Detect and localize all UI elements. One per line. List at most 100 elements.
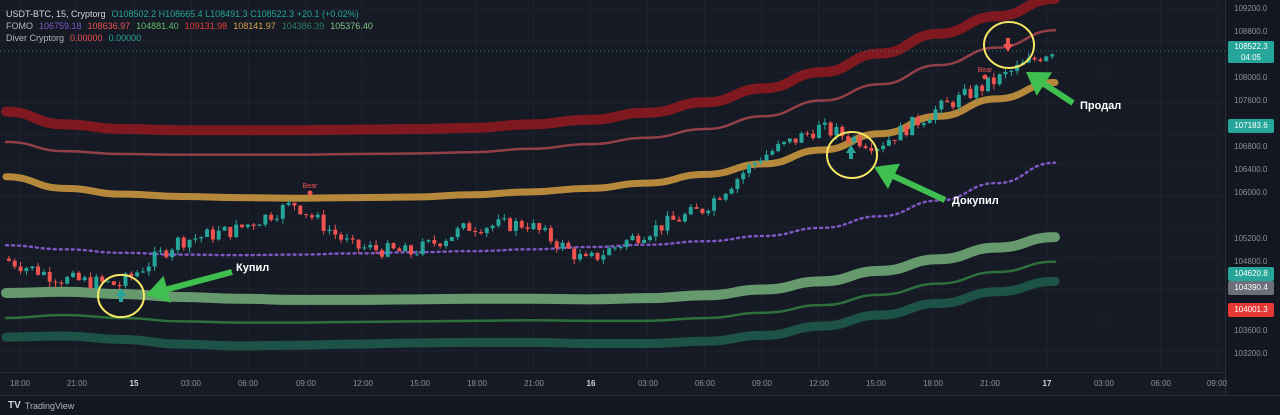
legend-row-symbol: USDT-BTC, 15, Cryptorg O108502.2 H108665… [6, 8, 373, 20]
annotation-add-label: Докупил [952, 195, 999, 207]
candle-body [140, 271, 145, 273]
candle-body [71, 272, 76, 277]
candle-body [164, 250, 169, 258]
price-tick: 104800.0 [1234, 257, 1268, 266]
tradingview-brand-label: TradingView [24, 400, 75, 411]
candle-body [1038, 59, 1043, 62]
candle-body [438, 243, 443, 247]
series-line [4, 260, 1057, 324]
candle-body [82, 277, 87, 281]
candle-body [251, 224, 256, 226]
candle-body [583, 253, 588, 257]
candle-body [945, 100, 950, 103]
candle-body [449, 237, 454, 241]
series-line [4, 161, 1057, 257]
candle-body [100, 276, 105, 282]
candle-body [286, 202, 291, 206]
candle-body [269, 214, 274, 220]
candle-body [473, 230, 478, 233]
candle-body [764, 154, 769, 161]
candle-body [478, 232, 483, 234]
candle-body [595, 252, 600, 260]
candle-body [921, 123, 926, 126]
candle-body [805, 133, 810, 135]
series-line [1, 232, 1060, 305]
candle-body [304, 214, 309, 216]
candle-body [333, 229, 338, 235]
tradingview-brand[interactable]: TV TradingView [8, 400, 74, 411]
candle-body [840, 126, 845, 137]
time-label: 21:00 [979, 379, 1001, 388]
candle-body [123, 273, 128, 287]
candle-body [601, 255, 606, 260]
candle-body [356, 239, 361, 249]
price-tick: 106000.0 [1234, 188, 1268, 197]
plot-area[interactable]: Bear Bear [0, 0, 1225, 372]
candle-body [787, 138, 792, 142]
candle-body [193, 238, 198, 240]
price-tag-current-timer: 04:05 [1240, 53, 1262, 62]
price-tag-current-value: 108522.3 [1234, 42, 1268, 51]
candle-body [36, 266, 41, 275]
candle-body [554, 241, 559, 249]
legend-fomo-label[interactable]: FOMO [6, 21, 33, 31]
candle-body [12, 260, 17, 267]
candle-body [776, 143, 781, 152]
candle-body [257, 224, 262, 226]
bear-label: Bear [303, 183, 318, 190]
candle-body [199, 237, 204, 239]
legend-row-diver: Diver Cryptorg 0.00000 0.00000 [6, 32, 373, 44]
annotation-buy-label: Купил [236, 262, 270, 274]
candle-body [939, 100, 944, 110]
candle-body [607, 248, 612, 256]
candle-body [834, 126, 839, 136]
candle-body [513, 220, 518, 231]
candle-body [531, 223, 536, 229]
sell-circle [983, 21, 1035, 69]
candle-body [618, 247, 623, 249]
footer: TV TradingView [0, 395, 1280, 415]
legend-diver-label[interactable]: Diver Cryptorg [6, 33, 65, 43]
candle-body [181, 237, 186, 248]
bear-label: Bear [978, 67, 993, 74]
time-label: 18:00 [466, 379, 488, 388]
candle-body [886, 139, 891, 146]
legend-fomo-value: 108141.97 [233, 21, 276, 31]
candle-body [671, 215, 676, 220]
price-tick: 106400.0 [1234, 165, 1268, 174]
candle-body [525, 227, 530, 229]
candle-body [502, 218, 507, 220]
candle-body [88, 277, 93, 289]
candle-body [659, 225, 664, 231]
candle-body [980, 85, 985, 91]
sell-arrow [1026, 72, 1075, 106]
legend-symbol[interactable]: USDT-BTC, 15, Cryptorg [6, 9, 106, 19]
legend-fomo-value: 106759.18 [39, 21, 82, 31]
candle-body [6, 258, 11, 261]
candle-body [537, 223, 542, 231]
candle-body [432, 240, 437, 244]
candle-body [910, 116, 915, 136]
candle-body [630, 235, 635, 241]
candle-body [747, 164, 752, 174]
candle-body [758, 160, 763, 163]
candle-body [951, 102, 956, 108]
candle-body [309, 215, 314, 218]
candle-body [420, 241, 425, 255]
time-label: 03:00 [637, 379, 659, 388]
annotation-sell-label: Продал [1080, 100, 1122, 112]
candle-body [816, 124, 821, 139]
candle-body [391, 243, 396, 249]
legend-fomo-value: 109131.98 [184, 21, 228, 31]
candle-body [508, 218, 513, 231]
legend-fomo-value: 104881.40 [136, 21, 179, 31]
candle-body [403, 245, 408, 252]
time-axis[interactable]: 18:00 21:00 15 03:00 06:00 09:00 12:00 1… [0, 372, 1227, 395]
candle-body [968, 88, 973, 98]
candle-body [1044, 56, 1049, 62]
candle-body [339, 234, 344, 240]
candle-body [729, 188, 734, 194]
price-axis[interactable]: 109200.0 108800.0 108000.0 107600.0 1068… [1225, 0, 1280, 395]
candle-body [374, 244, 379, 251]
